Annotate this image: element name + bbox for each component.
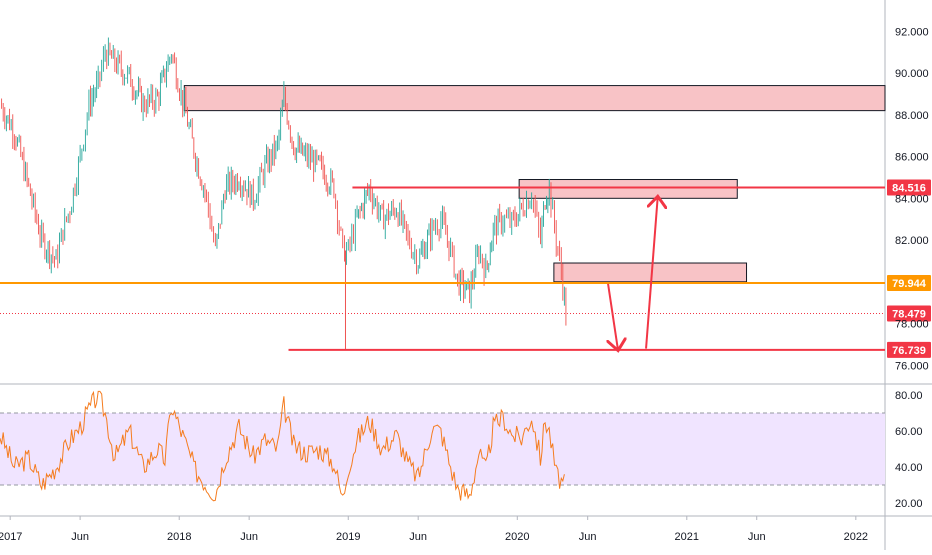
- time-tick-label-3: 2018: [167, 531, 191, 543]
- price-tick-label-5: 84.000: [895, 193, 929, 205]
- level-badge-label-4: 78.479: [892, 309, 926, 321]
- price-tick-label-7: 78.000: [895, 319, 929, 331]
- price-tick-label-8: 76.000: [895, 360, 929, 372]
- level-badge-label-2: 79.944: [892, 278, 927, 290]
- time-tick-label-4: Jun: [240, 531, 258, 543]
- projection-arrow-2: [645, 198, 658, 349]
- rsi-tick-label-1: 80.00: [895, 390, 923, 402]
- horizontal-line-layer: [0, 186, 885, 351]
- time-tick-label-10: Jun: [748, 531, 766, 543]
- price-tick-label-4: 86.000: [895, 152, 929, 164]
- level-badge-3: [887, 341, 931, 358]
- time-tick-label-9: 2021: [675, 531, 699, 543]
- time-tick-label-11: 2022: [844, 531, 868, 543]
- time-tick-label-5: 2019: [336, 531, 360, 543]
- level-badge-2: [887, 274, 931, 291]
- time-tick-label-6: Jun: [409, 531, 427, 543]
- price-tick-label-3: 88.000: [895, 110, 929, 122]
- zone-rect-2: [518, 179, 738, 199]
- level-badge-4: [887, 305, 931, 322]
- rsi-band: [0, 413, 885, 485]
- price-tick-label-6: 82.000: [895, 235, 929, 247]
- zone-rect-1: [183, 85, 886, 112]
- projection-arrow-1: [608, 283, 618, 349]
- level-badge-label-3: 76.739: [892, 345, 926, 357]
- zone-layer: [183, 85, 886, 283]
- zone-rect-3: [553, 262, 748, 283]
- rsi-layer: [0, 390, 885, 502]
- arrow-layer: [608, 198, 658, 348]
- level-badge-label-1: 84.516: [892, 183, 926, 195]
- rsi-tick-label-3: 40.00: [895, 462, 923, 474]
- rsi-tick-label-2: 60.00: [895, 426, 923, 438]
- level-badge-1: [887, 179, 931, 196]
- axis-layer[interactable]: 84.516 79.944 76.739 78.479 92.000 90.000 88.0…: [0, 26, 931, 543]
- time-tick-label-2: Jun: [71, 531, 89, 543]
- price-tick-label-2: 90.000: [895, 68, 929, 80]
- rsi-line: [0, 390, 565, 502]
- price-tick-label-1: 92.000: [895, 26, 929, 38]
- time-tick-label-8: Jun: [579, 531, 597, 543]
- time-tick-label-1: 2017: [0, 531, 22, 543]
- time-tick-label-7: 2020: [505, 531, 529, 543]
- rsi-tick-label-4: 20.00: [895, 498, 923, 510]
- price-layer: [1, 37, 567, 350]
